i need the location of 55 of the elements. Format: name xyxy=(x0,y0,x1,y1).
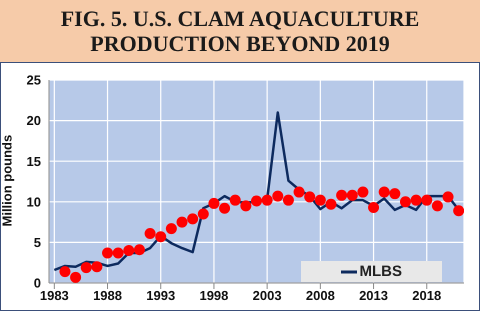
y-tick-label: 5 xyxy=(34,235,41,250)
point xyxy=(336,190,348,201)
x-tick-label: 2003 xyxy=(252,288,282,304)
point xyxy=(262,194,273,206)
point xyxy=(410,194,422,206)
point xyxy=(378,186,390,198)
chart-title: FIG. 5. U.S. CLAM AQUACULTURE PRODUCTION BEYOND 2019 xyxy=(0,0,480,62)
point xyxy=(294,186,305,198)
point xyxy=(400,196,411,208)
point xyxy=(314,194,326,206)
x-tick-label: 1983 xyxy=(40,288,69,304)
point xyxy=(325,198,336,210)
point xyxy=(176,216,188,228)
y-tick-label: 0 xyxy=(34,276,41,291)
point xyxy=(304,191,316,202)
point xyxy=(166,223,177,234)
y-tick-label: 25 xyxy=(26,72,41,88)
point xyxy=(230,194,241,206)
point xyxy=(134,244,145,256)
point xyxy=(70,272,82,283)
point xyxy=(240,200,252,212)
point xyxy=(91,261,102,272)
point xyxy=(102,247,114,258)
x-tick-label: 2018 xyxy=(412,288,442,304)
y-axis-title: Million pounds xyxy=(0,134,15,226)
point xyxy=(251,195,262,206)
point xyxy=(432,200,443,212)
point xyxy=(112,247,124,258)
point xyxy=(123,245,134,256)
point xyxy=(389,188,400,200)
point xyxy=(346,190,358,201)
point xyxy=(282,194,294,206)
point xyxy=(219,202,230,214)
point xyxy=(198,208,209,220)
point xyxy=(272,190,284,202)
point xyxy=(59,266,70,278)
point xyxy=(421,194,432,206)
point xyxy=(357,186,368,198)
x-tick-label: 1993 xyxy=(146,288,176,304)
point xyxy=(442,191,454,202)
point xyxy=(155,231,166,242)
point xyxy=(144,228,156,239)
x-tick-label: 2008 xyxy=(306,288,335,304)
x-tick-label: 1998 xyxy=(199,288,228,304)
point xyxy=(80,262,92,274)
point xyxy=(453,205,464,216)
point xyxy=(368,202,380,213)
y-tick-label: 20 xyxy=(26,113,41,128)
point xyxy=(208,198,220,209)
point xyxy=(187,213,198,224)
x-tick-label: 1988 xyxy=(93,288,122,304)
legend-label: MLBS xyxy=(360,263,402,280)
x-tick-label: 2013 xyxy=(359,288,388,304)
y-tick-label: 15 xyxy=(26,154,41,169)
y-tick-label: 10 xyxy=(26,194,41,210)
